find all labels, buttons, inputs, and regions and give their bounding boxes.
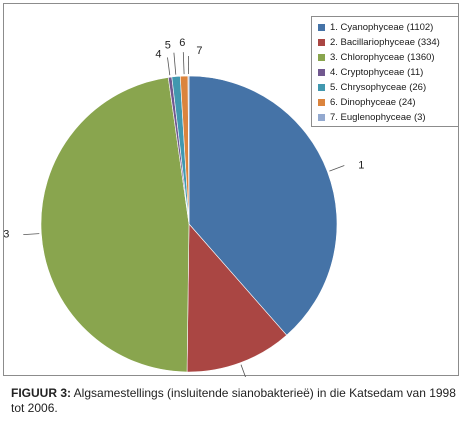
figure-caption: FIGUUR 3: Algsamestellings (insluitende … bbox=[11, 386, 456, 416]
pie-slice bbox=[40, 77, 190, 373]
legend-swatch bbox=[318, 69, 325, 76]
leader-line bbox=[173, 52, 177, 75]
slice-label: 5 bbox=[165, 40, 171, 52]
leader-line bbox=[240, 364, 246, 377]
legend-label: 5. Chrysophyceae (26) bbox=[330, 82, 427, 93]
caption-text: Algsamestellings (insluitende sianobakte… bbox=[11, 386, 456, 415]
legend-item: 2. Bacillariophyceae (334) bbox=[318, 35, 458, 50]
slice-label: 3 bbox=[4, 229, 9, 241]
legend-swatch bbox=[318, 24, 325, 31]
legend-swatch bbox=[318, 114, 325, 121]
slice-label: 7 bbox=[196, 45, 202, 57]
legend-item: 1. Cyanophyceae (1102) bbox=[318, 20, 458, 35]
leader-line bbox=[167, 57, 171, 76]
slice-label: 6 bbox=[179, 37, 185, 49]
legend-item: 5. Chrysophyceae (26) bbox=[318, 80, 458, 95]
legend-label: 1. Cyanophyceae (1102) bbox=[330, 22, 434, 33]
legend-label: 3. Chlorophyceae (1360) bbox=[330, 52, 435, 63]
leader-line bbox=[329, 165, 345, 172]
legend-label: 4. Cryptophyceae (11) bbox=[330, 67, 424, 78]
legend-swatch bbox=[318, 39, 325, 46]
legend-label: 2. Bacillariophyceae (334) bbox=[330, 37, 440, 48]
legend: 1. Cyanophyceae (1102) 2. Bacillariophyce… bbox=[311, 16, 459, 127]
chart-frame: 1234567 1. Cyanophyceae (1102)2. Bacilla… bbox=[3, 3, 459, 377]
leader-line bbox=[182, 52, 185, 75]
legend-swatch bbox=[318, 99, 325, 106]
slice-label: 4 bbox=[155, 48, 161, 60]
pie-slice bbox=[187, 75, 190, 225]
pie-slice bbox=[186, 223, 288, 373]
legend-swatch bbox=[318, 84, 325, 91]
legend-swatch bbox=[318, 54, 325, 61]
pie-slice bbox=[188, 75, 338, 336]
caption-label: FIGUUR 3: bbox=[11, 386, 71, 400]
slice-label: 1 bbox=[358, 160, 364, 172]
legend-label: 7. Euglenophyceae (3) bbox=[330, 112, 426, 123]
legend-item: 7. Euglenophyceae (3) bbox=[318, 110, 458, 125]
legend-label: 6. Dinophyceae (24) bbox=[330, 97, 416, 108]
leader-line bbox=[23, 233, 40, 235]
legend-item: 6. Dinophyceae (24) bbox=[318, 95, 458, 110]
legend-item: 4. Cryptophyceae (11) bbox=[318, 65, 458, 80]
pie-chart: 1234567 bbox=[4, 37, 364, 377]
legend-item: 3. Chlorophyceae (1360) bbox=[318, 50, 458, 65]
